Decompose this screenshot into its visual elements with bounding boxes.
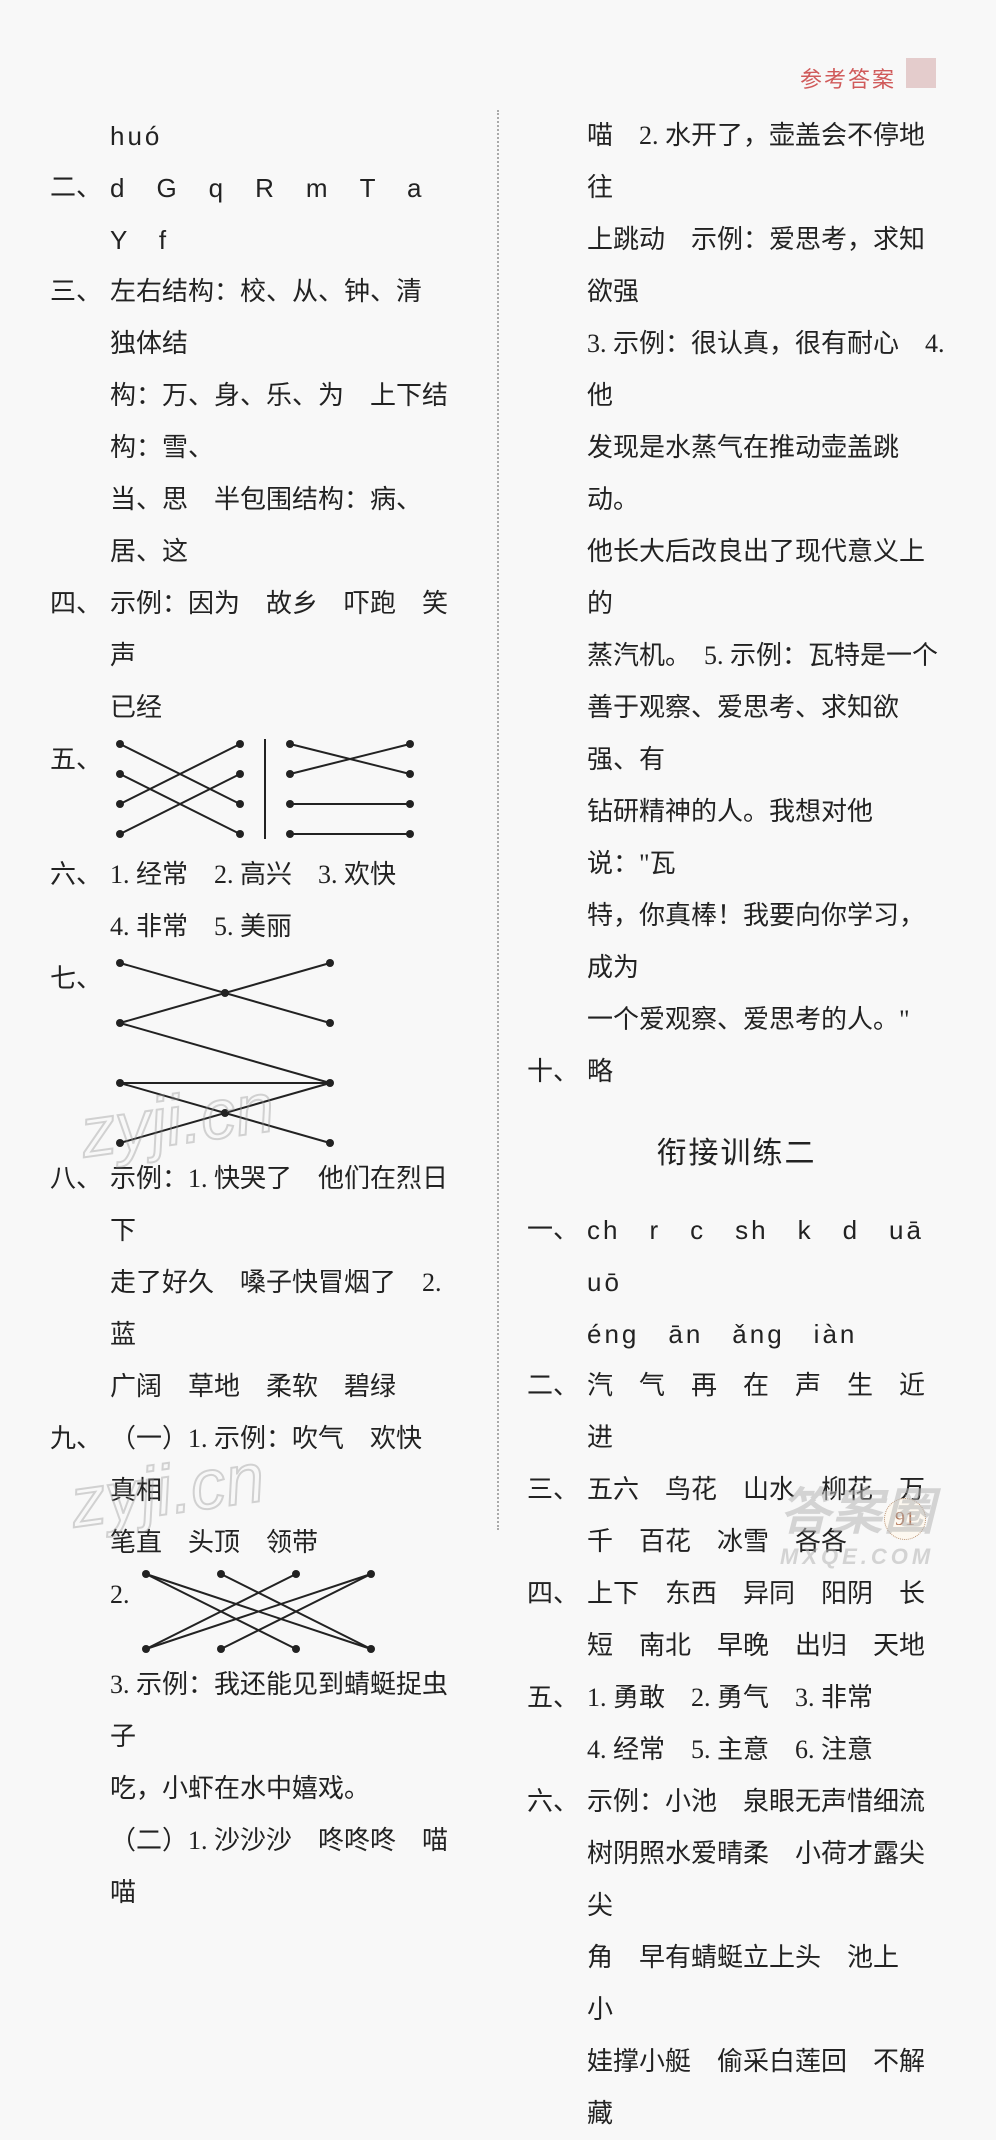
content-columns: huó 二、d G q R m T a Y f 三、左右结构：校、从、钟、清 独… <box>50 110 946 1530</box>
sec3-l3: 当、思 半包围结构：病、居、这 <box>110 474 469 578</box>
b5-l2: 4. 经常 5. 主意 6. 注意 <box>587 1724 946 1776</box>
p1-l8: 钻研精神的人。我想对他说："瓦 <box>587 786 946 890</box>
label-b1: 一、 <box>527 1204 587 1308</box>
header-title: 参考答案 <box>800 62 896 94</box>
section-title-2: 衔接训练二 <box>527 1128 946 1180</box>
label-6: 六、 <box>50 849 110 901</box>
b1-l1: ch r c sh k d uā uō <box>587 1204 946 1308</box>
sec6-l1: 1. 经常 2. 高兴 3. 欢快 <box>110 849 469 901</box>
sec8-l3: 广阔 草地 柔软 碧绿 <box>110 1361 469 1413</box>
sec9-l3: 2. <box>110 1569 130 1621</box>
sec9-l5: 吃，小虾在水中嬉戏。 <box>110 1763 469 1815</box>
label-b4: 四、 <box>527 1568 587 1620</box>
b6-l4: 娃撑小艇 偷采白莲回 不解藏 <box>587 2036 946 2140</box>
label-10: 十、 <box>527 1046 587 1098</box>
b2-text: 汽 气 再 在 声 生 近 进 <box>587 1360 946 1464</box>
diagram-nine <box>136 1569 386 1659</box>
label-b2: 二、 <box>527 1360 587 1464</box>
sec8-l2: 走了好久 嗓子快冒烟了 2. 蓝 <box>110 1257 469 1361</box>
sec8-l1: 示例：1. 快哭了 他们在烈日下 <box>110 1153 469 1257</box>
sec4-l1: 示例：因为 故乡 吓跑 笑声 <box>110 578 469 682</box>
sec3-l1: 左右结构：校、从、钟、清 独体结 <box>110 266 469 370</box>
watermark-bottom-main: 答案圈 <box>780 1484 936 1540</box>
sec6-l2: 4. 非常 5. 美丽 <box>110 901 469 953</box>
sec9-l6: （二）1. 沙沙沙 咚咚咚 喵喵 <box>110 1815 469 1919</box>
pinyin-top: huó <box>110 110 469 162</box>
p1-l2: 上跳动 示例：爱思考，求知欲强 <box>587 214 946 318</box>
watermark-bottom-sub: MXQE.COM <box>780 1544 936 1570</box>
sec2-text: d G q R m T a Y f <box>110 162 469 266</box>
p1-l7: 善于观察、爱思考、求知欲强、有 <box>587 682 946 786</box>
b6-l3: 角 早有蜻蜓立上头 池上 小 <box>587 1932 946 2036</box>
b4-l1: 上下 东西 异同 阳阴 长 <box>587 1568 946 1620</box>
p1-l9: 特，你真棒！我要向你学习，成为 <box>587 890 946 994</box>
sec9-l4: 3. 示例：我还能见到蜻蜓捉虫子 <box>110 1659 469 1763</box>
header-strip <box>906 58 936 88</box>
sec4-l2: 已经 <box>110 682 469 734</box>
p1-l10: 一个爱观察、爱思考的人。" <box>587 994 946 1046</box>
right-column: 喵 2. 水开了，壶盖会不停地往 上跳动 示例：爱思考，求知欲强 3. 示例：很… <box>499 110 946 1530</box>
p1-l1: 喵 2. 水开了，壶盖会不停地往 <box>587 110 946 214</box>
b1-l2: éng ān ǎng iàn <box>587 1308 946 1360</box>
label-3: 三、 <box>50 266 110 370</box>
sec3-l2: 构：万、身、乐、为 上下结构：雪、 <box>110 370 469 474</box>
sec10-text: 略 <box>587 1046 946 1098</box>
p1-l6: 蒸汽机。 5. 示例：瓦特是一个 <box>587 630 946 682</box>
label-2: 二、 <box>50 162 110 266</box>
label-b6: 六、 <box>527 1776 587 1828</box>
b5-l1: 1. 勇敢 2. 勇气 3. 非常 <box>587 1672 946 1724</box>
label-4: 四、 <box>50 578 110 682</box>
p1-l5: 他长大后改良出了现代意义上的 <box>587 526 946 630</box>
p1-l3: 3. 示例：很认真，很有耐心 4. 他 <box>587 318 946 422</box>
p1-l4: 发现是水蒸气在推动壶盖跳动。 <box>587 422 946 526</box>
b4-l2: 短 南北 早晚 出归 天地 <box>587 1620 946 1672</box>
label-b5: 五、 <box>527 1672 587 1724</box>
diagram-five <box>110 734 430 849</box>
label-b3: 三、 <box>527 1464 587 1516</box>
b6-l1: 示例：小池 泉眼无声惜细流 <box>587 1776 946 1828</box>
b6-l2: 树阴照水爱晴柔 小荷才露尖尖 <box>587 1828 946 1932</box>
left-column: huó 二、d G q R m T a Y f 三、左右结构：校、从、钟、清 独… <box>50 110 497 1530</box>
watermark-bottom: 答案圈 MXQE.COM <box>780 1472 936 1570</box>
label-5: 五、 <box>50 734 110 849</box>
